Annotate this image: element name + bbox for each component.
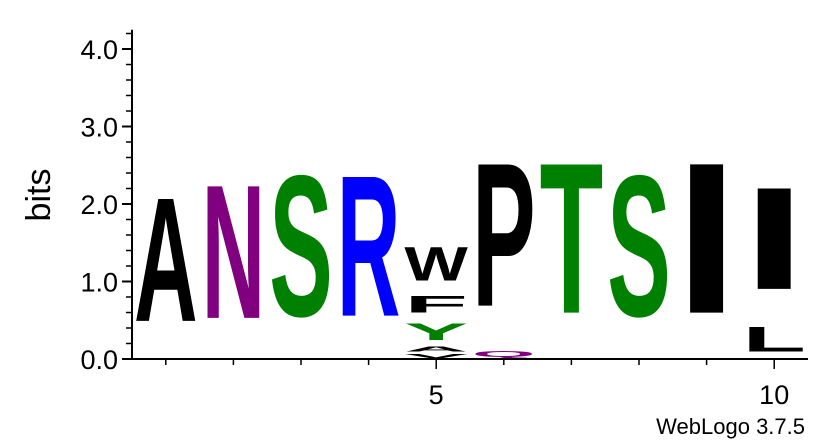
y-tick-label: 0.0: [80, 345, 118, 375]
logo-column-1: A: [134, 160, 198, 359]
logo-letter-L: L: [742, 321, 806, 360]
y-tick-label: 4.0: [80, 35, 118, 65]
logo-column-2: N: [202, 144, 266, 359]
logo-letter-P: P: [472, 120, 536, 350]
logo-column-8: S: [607, 134, 671, 359]
logo-letter-A: A: [134, 160, 198, 359]
x-axis: 5 10: [132, 359, 808, 410]
x-tick-label: 10: [759, 380, 789, 410]
logo-letter-S: S: [607, 134, 671, 359]
logo-column-7: T: [540, 118, 604, 359]
x-tick-label: 5: [429, 380, 444, 410]
logo-letter-Q: Q: [472, 350, 536, 359]
logo-letter-T: T: [540, 118, 604, 359]
y-axis: 0.0 1.0 2.0 3.0 4.0: [80, 30, 132, 375]
logo-column-4: R: [337, 133, 401, 359]
logo-letter-Y: Y: [404, 318, 468, 345]
logo-letter-I: I: [675, 119, 739, 360]
logo-letter-I: I: [742, 156, 806, 320]
logo-column-3: S: [269, 134, 333, 359]
logo-column-10: LI: [742, 156, 806, 359]
y-axis-label: bits: [20, 169, 58, 222]
logo-letter-W: W: [404, 237, 468, 291]
weblogo-footer: WebLogo 3.7.5: [656, 414, 805, 439]
logo-letter-F: F: [404, 291, 468, 318]
logo-letter-R: R: [337, 133, 401, 359]
y-tick-label: 3.0: [80, 113, 118, 143]
logo-letter-S: S: [269, 134, 333, 359]
logo-column-9: I: [675, 119, 739, 360]
logo-letter-A: A: [404, 345, 468, 353]
y-tick-label: 2.0: [80, 190, 118, 220]
y-tick-label: 1.0: [80, 268, 118, 298]
logo-column-6: QP: [472, 120, 536, 359]
logo-letter-N: N: [202, 144, 266, 359]
